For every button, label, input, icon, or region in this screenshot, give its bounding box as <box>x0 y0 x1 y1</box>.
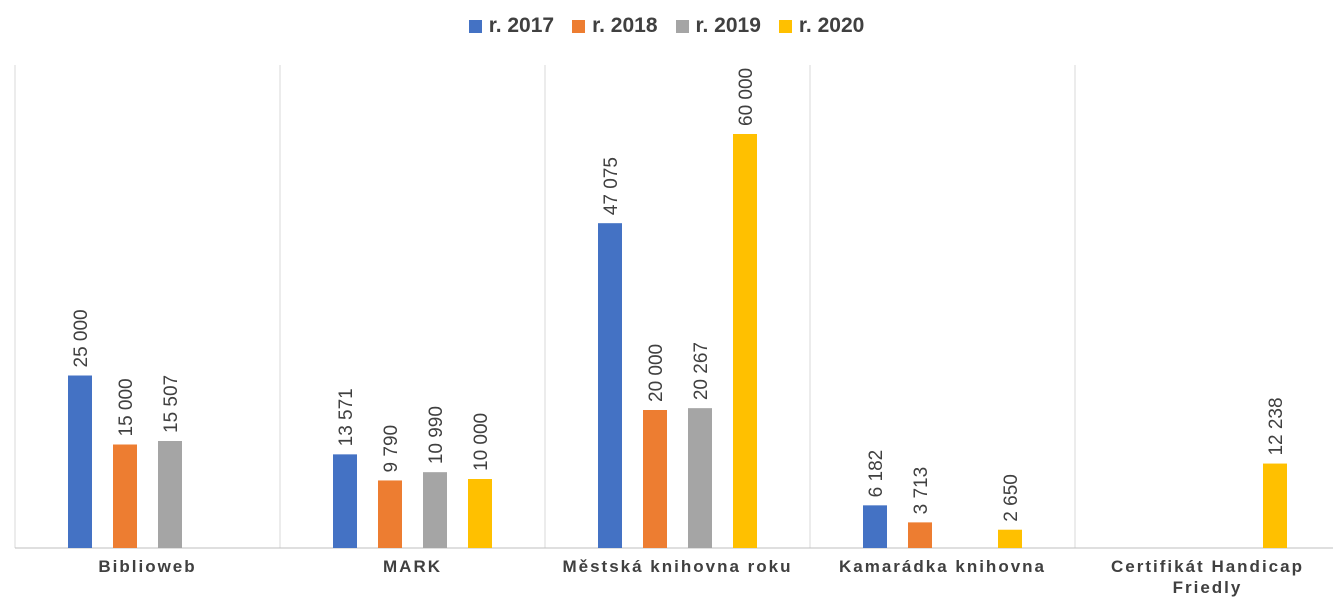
bar <box>733 134 757 548</box>
data-label: 25 000 <box>71 309 92 367</box>
x-tick-label: Kamarádka knihovna <box>838 557 1046 576</box>
bar <box>908 522 932 548</box>
data-label: 15 000 <box>116 378 137 436</box>
data-label: 20 000 <box>646 344 667 402</box>
data-label: 60 000 <box>736 68 757 126</box>
bar <box>598 223 622 548</box>
data-label: 9 790 <box>381 425 402 473</box>
legend-item: r. 2020 <box>778 14 865 38</box>
data-label: 10 990 <box>426 406 447 464</box>
data-label: 13 571 <box>336 388 357 446</box>
bar <box>158 441 182 548</box>
legend-label: r. 2020 <box>798 14 865 37</box>
bar <box>863 505 887 548</box>
legend-item: r. 2018 <box>572 14 658 38</box>
data-label: 3 713 <box>911 467 932 515</box>
x-tick-label: Biblioweb <box>98 557 197 576</box>
bar <box>468 479 492 548</box>
legend-swatch <box>778 19 792 33</box>
data-label: 2 650 <box>1001 474 1022 522</box>
bar <box>998 529 1022 548</box>
legend-label: r. 2018 <box>592 14 658 37</box>
x-tick-label: MARK <box>383 557 442 576</box>
bar <box>688 408 712 548</box>
x-tick-label: Certifikát Handicap Friedly <box>1111 557 1304 597</box>
data-label: 12 238 <box>1266 397 1287 455</box>
data-label: 47 075 <box>601 157 622 215</box>
bar <box>333 454 357 548</box>
bar <box>378 480 402 548</box>
data-label: 20 267 <box>691 342 712 400</box>
bar <box>643 410 667 548</box>
legend: r. 2017 r. 2018 r. 2019 r. 2020 <box>0 14 1333 38</box>
legend-swatch <box>572 19 586 33</box>
legend-swatch <box>675 19 689 33</box>
data-label: 15 507 <box>161 375 182 433</box>
legend-label: r. 2017 <box>488 14 555 37</box>
data-label: 6 182 <box>866 450 887 498</box>
legend-label: r. 2019 <box>695 14 761 37</box>
bar <box>423 472 447 548</box>
bar <box>68 375 92 548</box>
legend-item: r. 2019 <box>675 14 761 38</box>
x-tick-label: Městská knihovna roku <box>562 557 793 576</box>
bar <box>1263 463 1287 548</box>
legend-item: r. 2017 <box>468 14 555 38</box>
legend-swatch <box>468 19 482 33</box>
bar <box>113 444 137 548</box>
data-label: 10 000 <box>471 413 492 471</box>
